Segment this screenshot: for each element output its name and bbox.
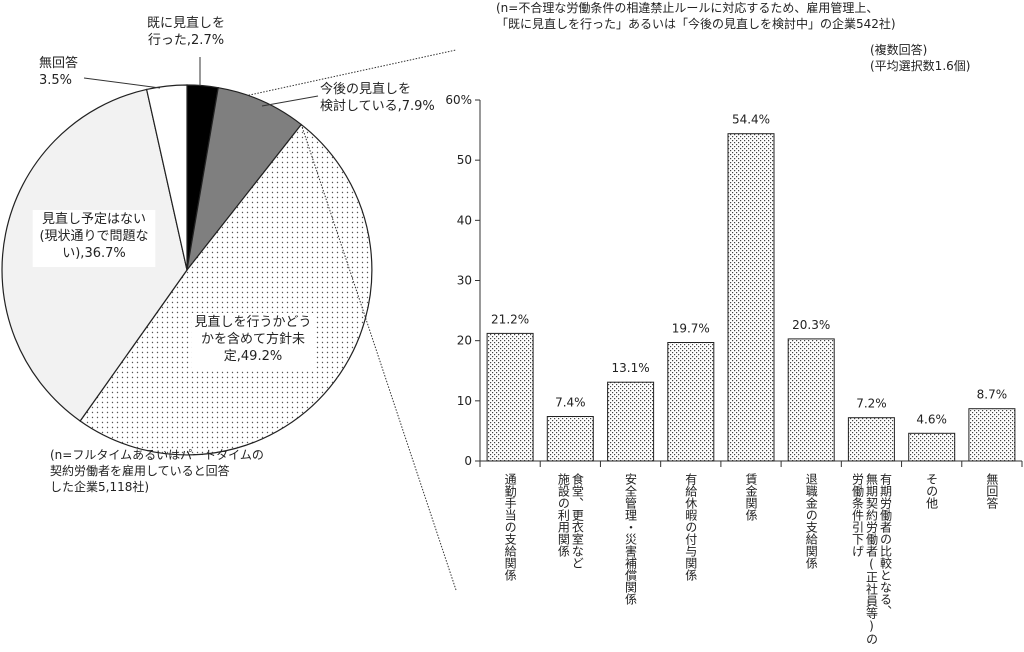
bar-1: [546, 416, 594, 462]
y-tick-label: 30: [457, 274, 472, 288]
connector-line-upper: [248, 49, 457, 96]
category-label-8: 無回答: [985, 472, 999, 510]
category-label-6: 労働条件引下げ: [850, 473, 864, 557]
multiple-answer-note: (複数回答) (平均選択数1.6個): [870, 43, 971, 73]
bar-value-label: 8.7%: [977, 388, 1008, 402]
bar-2: [607, 381, 655, 462]
category-label-6: 無期契約労働者(正社員等)の: [864, 472, 878, 645]
pie-label-line: 検討している,7.9%: [320, 98, 435, 114]
pie-label-line: 3.5%: [39, 73, 72, 88]
y-tick-label: 50: [457, 153, 472, 167]
category-label-3: 有給休暇の付与関係: [684, 473, 698, 581]
connector-line-lower: [300, 124, 457, 591]
bar-value-label: 7.4%: [555, 395, 586, 409]
y-tick-label: 10: [457, 394, 472, 408]
bar-8: [968, 408, 1016, 462]
category-label-0: 通勤手当の支給関係: [503, 473, 517, 581]
pie-label-line: 今後の見直しを: [320, 81, 411, 97]
bar-5: [787, 338, 835, 462]
pie-label-line: 無回答: [39, 55, 78, 71]
bar-value-label: 21.2%: [491, 312, 529, 326]
pie-label-line: い),36.7%: [62, 246, 126, 261]
bar-7: [908, 432, 956, 462]
bar-4: [727, 133, 775, 462]
pie-sample-note: (n=フルタイムあるいはパートタイムの 契約労働者を雇用していると回答 した企業…: [50, 448, 264, 494]
pie-label-line: 見直し予定はない: [42, 212, 146, 227]
bar-3: [667, 342, 715, 462]
bar-value-label: 13.1%: [611, 361, 649, 375]
pie-slice-2: [79, 123, 373, 456]
bar-chart: 0 10 20 30 40 50 60% 21.2% 通勤手当の支給関係 7.4% 食堂、更衣室など…: [445, 93, 1023, 645]
category-label-2: 安全管理・災害補償関係: [624, 472, 638, 605]
pie-slice-label-4: 無回答 3.5%: [39, 55, 78, 88]
pie-label-line: 見直しを行うかどう: [194, 315, 311, 330]
pie-label-background: [191, 313, 315, 370]
pie-label-line: かを含めて方針未: [201, 331, 305, 347]
pie-label-line: 行った,2.7%: [148, 33, 224, 48]
bar-0: [486, 332, 534, 462]
pie-slice-4: [145, 84, 188, 271]
y-tick-label: 0: [464, 454, 472, 468]
bar-value-label: 20.3%: [792, 318, 830, 332]
bar-6: [847, 417, 895, 462]
category-label-7: その他: [925, 473, 939, 509]
pie-label-background: [32, 210, 156, 267]
pie-label-line: (現状通りで問題な: [39, 229, 148, 244]
y-tick-label: 60%: [445, 93, 472, 107]
category-label-4: 賃金関係: [744, 472, 758, 521]
pie-to-bar-connectors: [248, 49, 457, 591]
bar-value-label: 54.4%: [732, 113, 770, 127]
bar-value-label: 7.2%: [856, 397, 887, 411]
y-tick-label: 40: [457, 213, 472, 227]
category-label-1: 施設の利用関係: [556, 473, 570, 557]
pie-label-line: 定,49.2%: [224, 349, 282, 364]
bar-value-label: 4.6%: [916, 412, 947, 426]
pie-slice-1: [186, 86, 303, 271]
pie-leader-line: [261, 95, 319, 107]
category-label-1: 食堂、更衣室など: [570, 472, 584, 569]
pie-label-line: 既に見直しを: [147, 16, 225, 31]
category-label-6: 有期労働者の比較となる、: [878, 473, 892, 617]
bar-value-label: 19.7%: [672, 321, 710, 335]
y-tick-label: 20: [457, 334, 472, 348]
bar-sample-note: (n=不合理な労働条件の相違禁止ルールに対応するため、雇用管理上、 「既に見直し…: [496, 1, 896, 31]
pie-label-background: [315, 80, 463, 120]
pie-leader-line: [83, 77, 161, 89]
pie-slice-label-0: 既に見直しを行った,2.7%: [147, 16, 225, 48]
category-label-5: 退職金の支給関係: [804, 473, 818, 569]
